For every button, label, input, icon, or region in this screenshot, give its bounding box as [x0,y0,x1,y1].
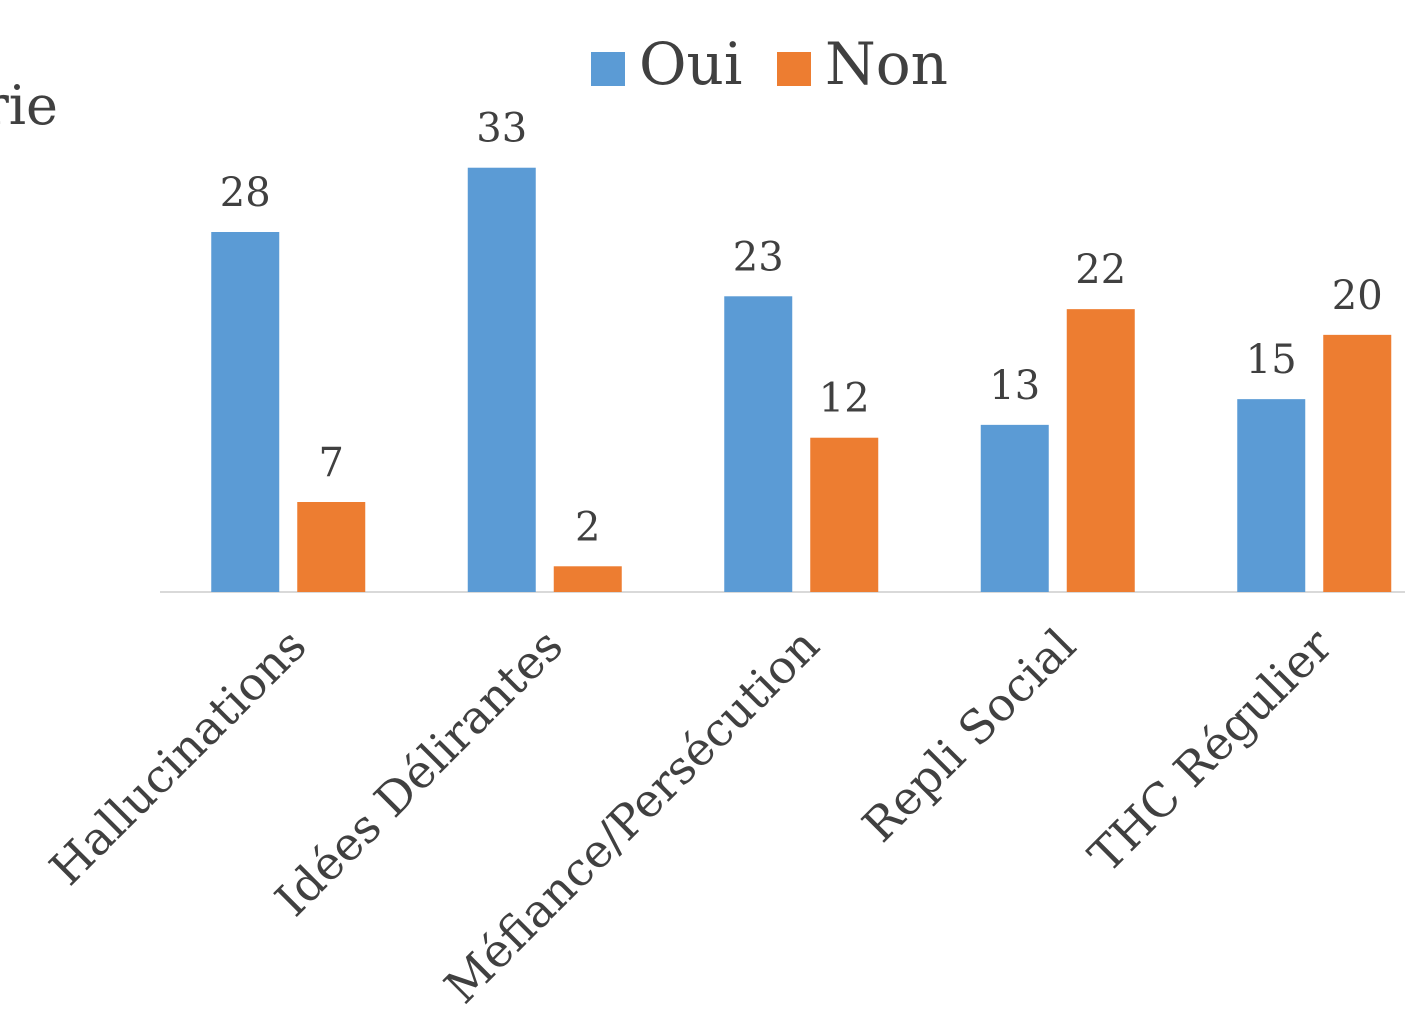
bar [724,296,793,592]
bar [980,424,1049,592]
data-label: 33 [476,106,527,152]
bar [297,502,366,592]
x-tick-label: Hallucinations [39,618,316,895]
data-label: 7 [319,440,344,486]
x-tick-label: Idées Délirantes [265,618,573,926]
data-label: 15 [1246,337,1297,383]
bar [1237,399,1306,592]
data-label: 28 [220,170,271,216]
x-tick-label: THC Régulier [1078,618,1343,883]
legend-label: Non [825,30,948,98]
data-label: 12 [819,376,870,422]
legend-swatch [777,52,811,86]
bar [1323,334,1392,592]
legend-label: Oui [639,30,742,98]
bar [1066,309,1135,592]
legend-swatch [591,52,625,86]
bar [467,167,536,592]
annotation: rie [0,74,58,137]
data-label: 13 [989,363,1040,409]
bar [810,437,879,592]
data-label: 20 [1332,273,1383,319]
bar [211,232,280,592]
bar [553,566,622,592]
data-label: 23 [733,234,784,280]
data-label: 2 [575,504,600,550]
data-label: 22 [1075,247,1126,293]
x-tick-label: Repli Social [852,618,1086,852]
